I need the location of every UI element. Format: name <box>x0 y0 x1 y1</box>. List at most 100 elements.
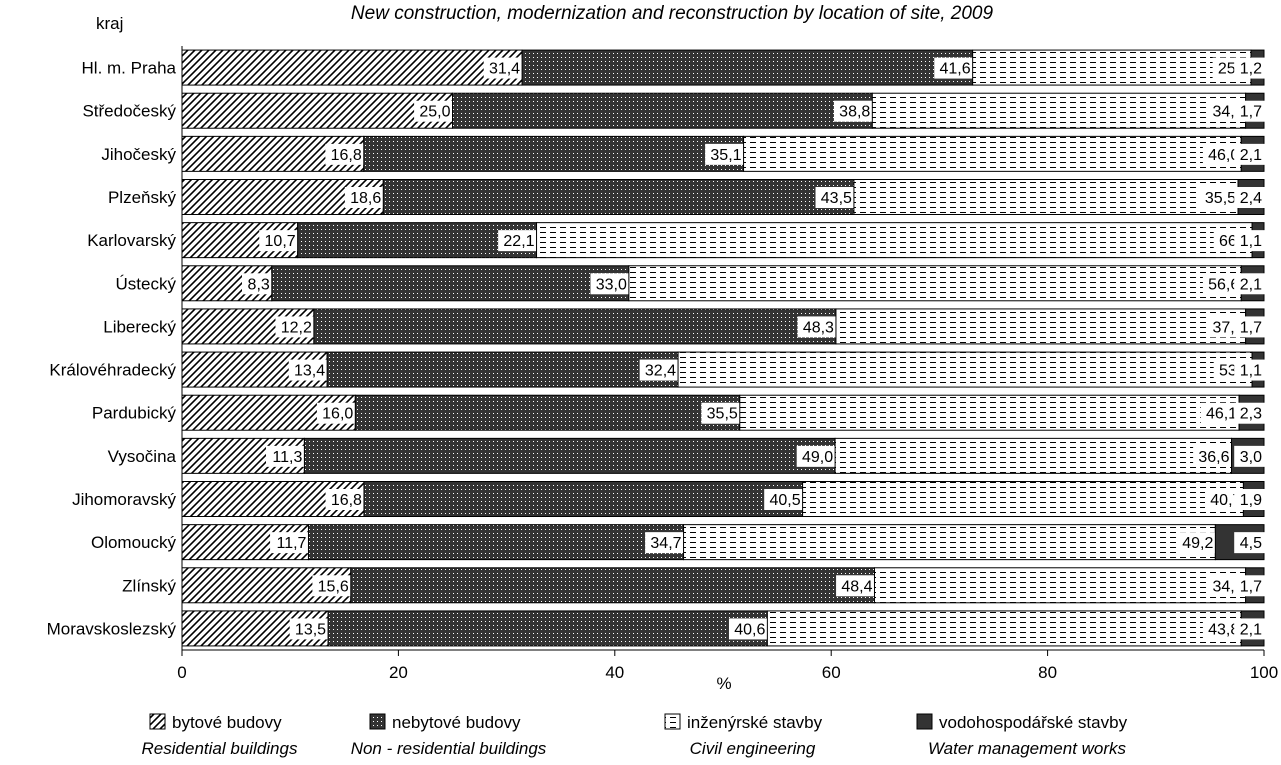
data-label-residential: 31,4 <box>489 61 520 78</box>
bar-segment-residential <box>181 49 523 86</box>
category-label: Hl. m. Praha <box>82 59 177 78</box>
x-axis-ticks: 0 20 40 60 80 100 <box>177 650 1278 682</box>
data-label-bg <box>325 489 366 510</box>
category-label: Královéhradecký <box>49 361 176 380</box>
bar-segment-civil <box>853 179 1239 215</box>
bar-segment-residential <box>181 610 329 647</box>
bar-segment-nonresidential <box>297 222 538 259</box>
bar-segment-civil <box>536 222 1253 259</box>
data-label-water: 1,9 <box>1240 492 1262 509</box>
data-label-bg <box>639 359 681 381</box>
bar-segment-nonresidential <box>350 567 875 604</box>
data-label-bg <box>1234 532 1266 554</box>
category-label: Liberecký <box>103 317 176 336</box>
data-label-nonresidential: 48,3 <box>803 319 834 336</box>
data-label-bg <box>764 489 805 510</box>
bar-segment-civil <box>628 265 1242 302</box>
legend: bytové budovy Residential buildings nebyto… <box>142 713 1128 758</box>
data-label-bg <box>1200 402 1242 424</box>
data-label-residential: 16,0 <box>322 406 353 423</box>
data-label-civil: 35,5 <box>1205 190 1236 207</box>
x-tick-label: 0 <box>177 663 186 682</box>
bar-segment-nonresidential <box>327 610 768 647</box>
data-label-civil: 43,8 <box>1208 621 1239 638</box>
bar-segment-nonresidential <box>271 265 630 302</box>
x-axis-label: % <box>716 674 731 693</box>
data-label-bg <box>270 532 311 554</box>
data-label-bg <box>1202 273 1244 295</box>
category-label: Olomoucký <box>91 533 177 552</box>
data-label-bg <box>289 618 331 640</box>
data-label-bg <box>1234 618 1266 640</box>
data-label-bg <box>1202 143 1244 165</box>
data-label-bg <box>325 143 366 165</box>
data-label-nonresidential: 49,0 <box>802 449 833 466</box>
data-label-water: 1,7 <box>1240 104 1262 121</box>
x-tick-label: 60 <box>822 663 841 682</box>
data-label-bg <box>728 618 770 640</box>
category-label: Karlovarský <box>87 231 176 250</box>
category-label: Jihočeský <box>101 145 176 164</box>
bar-segment-civil <box>739 394 1240 431</box>
data-label-civil: 49,2 <box>1182 535 1213 552</box>
data-label-bg <box>1234 187 1266 208</box>
bar-segment-nonresidential <box>452 92 873 129</box>
legend-label-water: vodohospodářské stavby <box>939 713 1128 732</box>
data-label-bg <box>1234 230 1266 252</box>
data-label-bg <box>705 143 746 165</box>
data-label-bg <box>833 100 875 122</box>
data-label-residential: 13,4 <box>294 363 325 380</box>
data-label-nonresidential: 40,6 <box>734 621 765 638</box>
data-label-nonresidential: 22,1 <box>503 233 534 250</box>
data-label-nonresidential: 35,1 <box>710 147 741 164</box>
category-label: Jihomoravský <box>72 490 176 509</box>
bar-segment-civil <box>677 351 1253 388</box>
data-label-water: 1,1 <box>1240 233 1262 250</box>
data-label-civil: 36,6 <box>1198 449 1229 466</box>
data-label-bg <box>590 273 631 295</box>
data-label-nonresidential: 41,6 <box>940 61 971 78</box>
legend-swatch-water <box>916 713 933 730</box>
data-label-bg <box>414 100 455 122</box>
data-label-bg <box>701 402 742 424</box>
data-label-water: 1,7 <box>1240 578 1262 595</box>
bar-segment-nonresidential <box>303 437 836 474</box>
data-label-bg <box>836 575 877 597</box>
bar-segment-nonresidential <box>363 481 804 517</box>
legend-label-en-civil: Civil engineering <box>690 739 816 758</box>
data-label-water: 4,5 <box>1240 535 1262 552</box>
legend-swatch-civil <box>664 713 681 730</box>
data-label-bg <box>796 445 838 467</box>
data-label-civil: 40,7 <box>1210 492 1241 509</box>
x-tick-label: 80 <box>1038 663 1057 682</box>
data-label-residential: 18,6 <box>350 190 381 207</box>
data-label-bg <box>1193 445 1234 467</box>
bar-segment-nonresidential <box>307 524 685 561</box>
data-label-civil: 46,0 <box>1208 147 1239 164</box>
data-label-bg <box>645 532 686 554</box>
data-label-nonresidential: 38,8 <box>839 104 870 121</box>
bars-group: 31,4 41,6 25,71,225,0 38,8 34,51,716,8 35,1 46… <box>181 49 1266 647</box>
data-label-water: 1,1 <box>1240 363 1262 380</box>
x-tick-label: 100 <box>1250 663 1278 682</box>
data-label-water: 1,7 <box>1240 319 1262 336</box>
data-label-bg <box>242 273 274 295</box>
bar-segment-nonresidential <box>313 308 837 345</box>
bar-segment-civil <box>873 567 1247 604</box>
chart-title: New construction, modernization and reco… <box>351 3 994 24</box>
bar-segment-civil <box>871 92 1247 129</box>
data-label-bg <box>1234 316 1266 338</box>
legend-label-nonresidential: nebytové budovy <box>392 713 521 732</box>
data-label-residential: 12,2 <box>281 319 312 336</box>
data-label-nonresidential: 43,5 <box>821 190 852 207</box>
category-label: Moravskoslezský <box>47 619 177 638</box>
data-label-bg <box>1199 187 1241 208</box>
data-label-bg <box>312 575 353 597</box>
data-label-nonresidential: 34,7 <box>650 535 681 552</box>
bar-segment-civil <box>683 524 1216 561</box>
bar-segment-civil <box>834 437 1233 474</box>
data-label-civil: 56,6 <box>1208 276 1239 293</box>
data-label-bg <box>1234 402 1266 424</box>
data-label-bg <box>1234 143 1266 165</box>
data-label-water: 1,2 <box>1240 61 1262 78</box>
